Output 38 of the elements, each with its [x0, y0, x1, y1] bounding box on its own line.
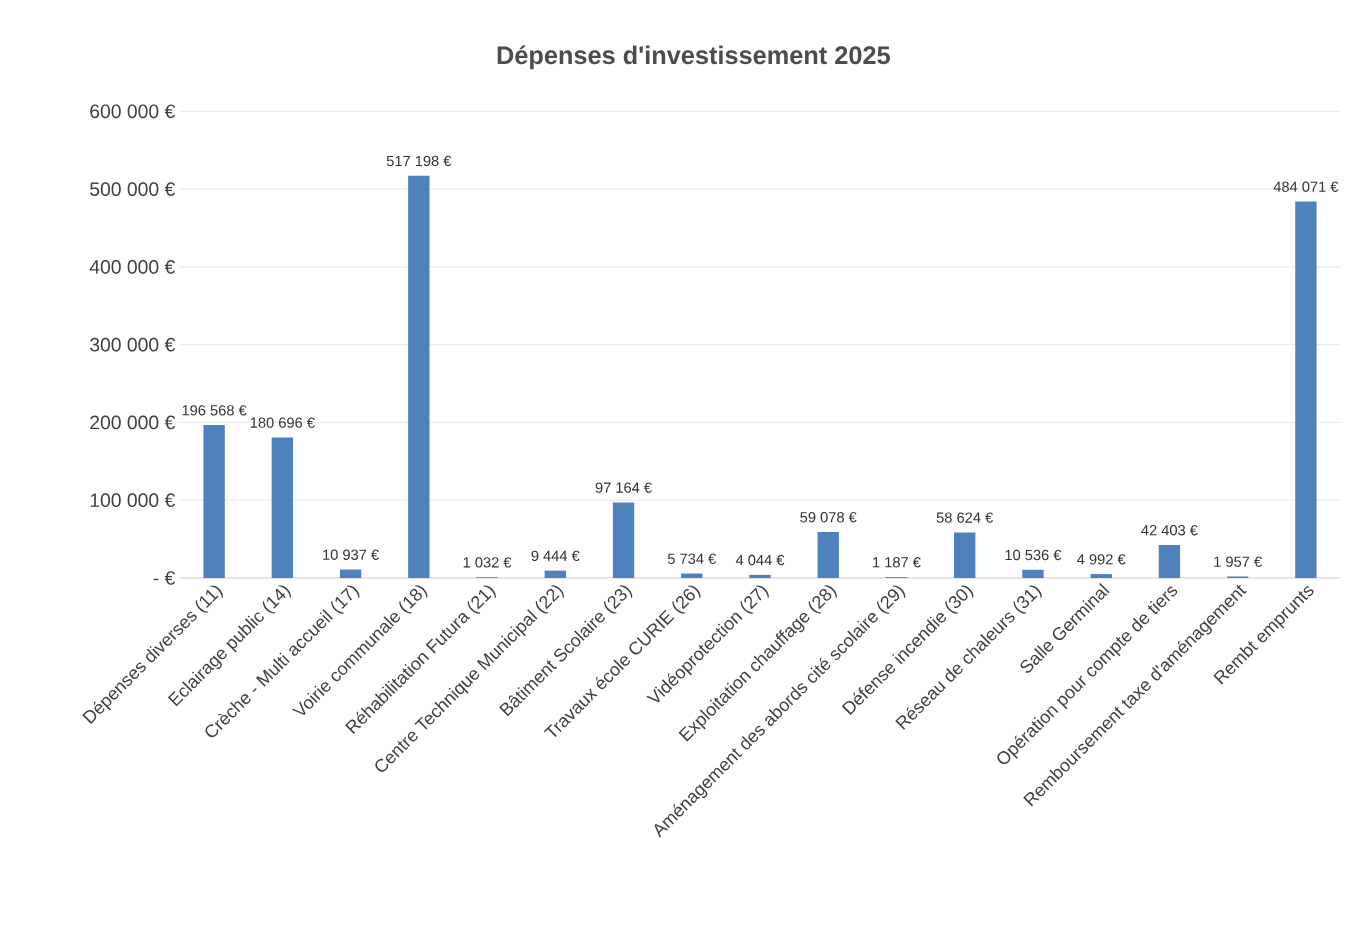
data-label: 5 734 €	[667, 553, 717, 564]
y-tick-label: 600 000 €	[90, 104, 175, 119]
chart-title: Dépenses d'investissement 2025	[497, 45, 890, 70]
data-label: 59 078 €	[800, 512, 857, 523]
data-label: 517 198 €	[386, 155, 452, 167]
y-tick-label: 400 000 €	[89, 260, 175, 274]
bar	[544, 570, 566, 578]
data-label: 4 044 €	[735, 554, 785, 566]
bar	[749, 574, 771, 578]
bar	[612, 502, 635, 578]
bar	[271, 437, 294, 578]
bar	[954, 532, 976, 578]
data-label: 42 403 €	[1141, 525, 1198, 536]
bar	[1090, 574, 1112, 578]
data-label: 9 444 €	[531, 550, 580, 562]
data-label: 97 164 €	[595, 482, 652, 493]
data-label: 1 032 €	[463, 557, 512, 568]
bar	[817, 532, 839, 578]
data-label: 1 957 €	[1214, 556, 1262, 567]
bar	[1022, 569, 1044, 578]
data-label: 1 187 €	[873, 557, 921, 568]
y-tick-label: - €	[153, 571, 175, 585]
data-label: 196 568 €	[182, 405, 247, 416]
bar	[1158, 545, 1181, 578]
bar	[1295, 201, 1317, 578]
data-label: 484 071 €	[1273, 181, 1339, 192]
bar	[339, 569, 362, 578]
y-tick-label: 100 000 €	[90, 493, 175, 508]
data-label: 10 536 €	[1005, 549, 1062, 561]
y-tick-label: 200 000 €	[90, 415, 175, 430]
bar	[408, 175, 430, 578]
data-label: 58 624 €	[936, 512, 994, 523]
y-tick-label: 300 000 €	[90, 337, 175, 352]
data-label: 4 992 €	[1077, 554, 1126, 565]
y-tick-label: 500 000 €	[90, 182, 175, 196]
data-label: 10 937 €	[323, 549, 379, 560]
data-label: 180 696 €	[250, 417, 315, 428]
bar	[203, 425, 225, 578]
